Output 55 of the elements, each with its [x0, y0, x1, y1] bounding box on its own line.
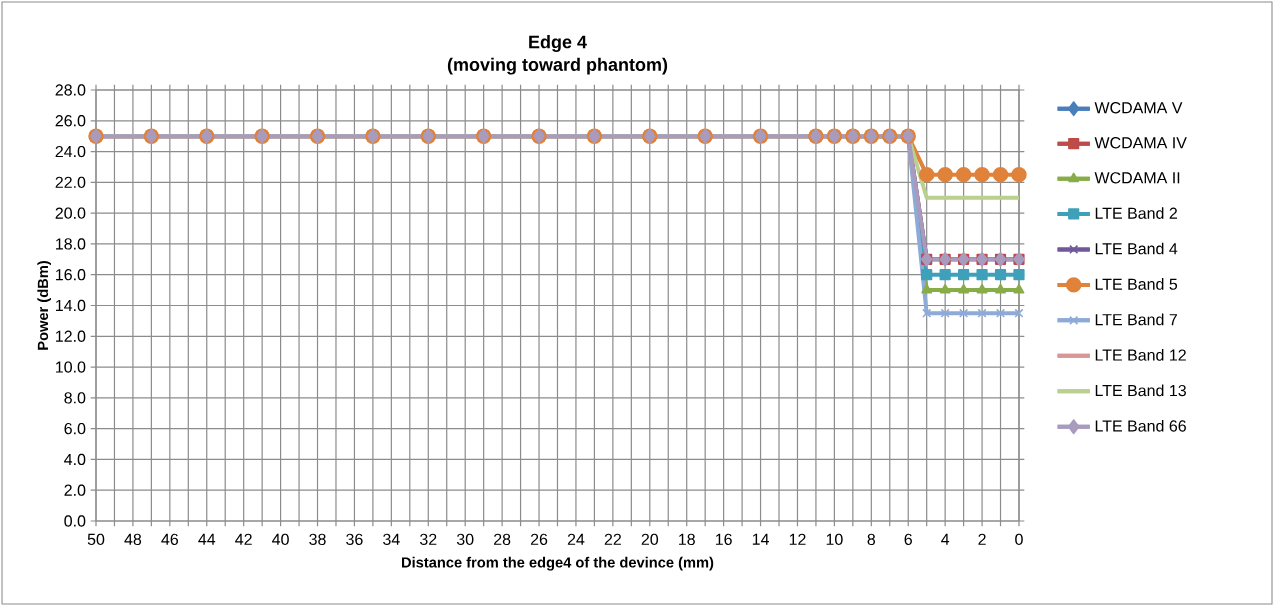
x-tick-label: 30	[456, 533, 474, 546]
legend-label: WCDAMA V	[1094, 102, 1183, 114]
chart-title: Edge 4	[529, 35, 587, 52]
legend-label: WCDAMA II	[1094, 172, 1180, 184]
x-tick-label: 32	[419, 533, 437, 546]
x-tick-label: 0	[1015, 533, 1023, 546]
y-tick-label: 22.0	[55, 176, 86, 188]
legend-label: LTE Band 7	[1095, 313, 1177, 326]
x-tick-label: 20	[641, 533, 659, 546]
y-tick-label: 4.0	[64, 453, 86, 466]
x-tick-label: 6	[904, 533, 912, 546]
y-tick-label: 20.0	[55, 207, 86, 219]
y-tick-label: 8.0	[64, 392, 86, 404]
y-tick-label: 2.0	[64, 484, 86, 496]
chart-subtitle: (moving toward phantom)	[447, 57, 668, 75]
legend-label: LTE Band 5	[1095, 278, 1178, 290]
x-tick-label: 26	[530, 533, 548, 546]
x-tick-label: 40	[272, 533, 289, 546]
x-tick-label: 8	[867, 533, 876, 546]
x-tick-label: 36	[346, 533, 363, 546]
x-tick-label: 2	[978, 533, 986, 545]
x-tick-label: 12	[789, 533, 806, 545]
y-axis-title: Power (dBm)	[37, 261, 51, 350]
x-tick-label: 50	[87, 533, 105, 546]
y-tick-label: 24.0	[55, 145, 86, 158]
x-tick-label: 4	[941, 533, 950, 545]
y-tick-label: 16.0	[56, 269, 86, 281]
legend-label: WCDAMA IV	[1094, 137, 1187, 149]
y-tick-label: 18.0	[56, 238, 86, 250]
x-tick-label: 18	[679, 533, 695, 546]
y-tick-label: 26.0	[55, 115, 86, 127]
legend-label: LTE Band 2	[1095, 207, 1177, 219]
legend-label: LTE Band 12	[1095, 349, 1186, 361]
y-tick-label: 14.0	[56, 299, 86, 312]
y-tick-label: 28.0	[55, 84, 86, 96]
x-tick-label: 46	[161, 533, 179, 546]
x-tick-label: 10	[826, 533, 843, 546]
y-tick-label: 0.0	[64, 515, 86, 527]
legend-label: LTE Band 13	[1095, 384, 1186, 397]
legend-label: LTE Band 66	[1095, 419, 1186, 432]
y-tick-label: 10.0	[56, 361, 86, 373]
x-tick-label: 22	[604, 533, 621, 545]
x-tick-label: 14	[752, 533, 769, 545]
x-tick-label: 28	[494, 533, 511, 546]
x-tick-label: 16	[715, 533, 732, 546]
x-axis-title: Distance from the edge4 of the devince (mm)	[402, 556, 714, 571]
x-tick-label: 42	[235, 533, 252, 545]
y-tick-label: 12.0	[56, 330, 86, 342]
x-tick-label: 48	[124, 533, 142, 546]
x-tick-label: 44	[198, 533, 216, 545]
x-tick-label: 24	[567, 533, 585, 545]
y-tick-label: 6.0	[64, 422, 86, 435]
legend-label: LTE Band 4	[1095, 242, 1178, 255]
x-tick-label: 34	[383, 533, 400, 546]
x-tick-label: 38	[309, 533, 326, 546]
